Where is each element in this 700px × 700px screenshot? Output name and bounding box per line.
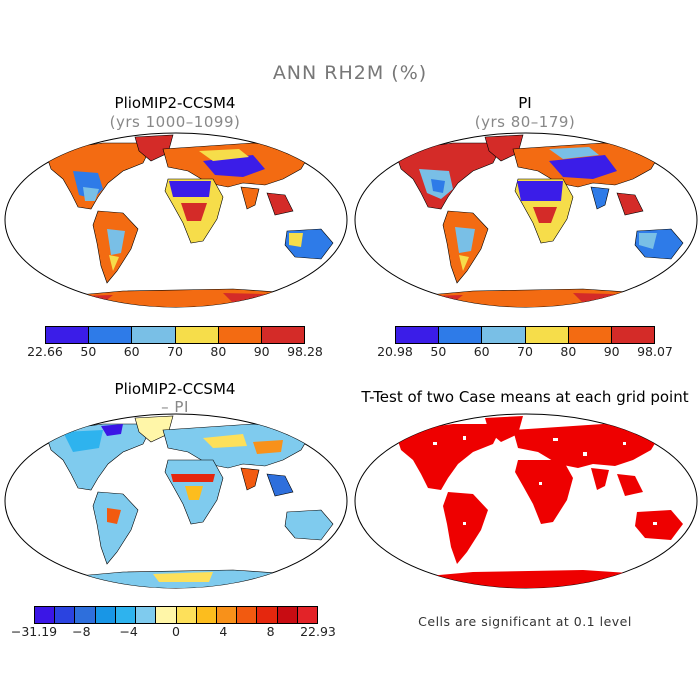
- colorbar-bl-ticks: −31.19 −8 −4 0 4 8 22.93: [11, 624, 336, 640]
- figure-title: ANN RH2M (%): [272, 62, 428, 84]
- map-tl: [3, 131, 349, 309]
- colorbar-tr: [395, 326, 655, 344]
- colorbar-swatch: [196, 607, 217, 623]
- colorbar-tick-label: 8: [266, 624, 275, 639]
- colorbar-tick-label: 98.07: [637, 344, 673, 359]
- colorbar-tick-label: 98.28: [287, 344, 323, 359]
- panel-bl-subtitle: – PI: [161, 398, 189, 416]
- colorbar-swatch: [396, 327, 440, 343]
- map-br: [353, 412, 699, 590]
- colorbar-tick-label: 20.98: [377, 344, 413, 359]
- colorbar-swatch: [132, 327, 176, 343]
- colorbar-tick-label: 80: [210, 344, 227, 359]
- colorbar-tick-label: −31.19: [10, 624, 58, 639]
- colorbar-swatch: [156, 607, 177, 623]
- colorbar-swatch: [136, 607, 157, 623]
- colorbar-swatch: [482, 327, 526, 343]
- colorbar-swatch: [218, 327, 262, 343]
- colorbar-swatch: [115, 607, 137, 623]
- panel-bl-title: PlioMIP2-CCSM4: [114, 380, 236, 398]
- colorbar-tick-label: 60: [123, 344, 140, 359]
- colorbar-swatch: [237, 607, 258, 623]
- colorbar-tick-label: 60: [473, 344, 490, 359]
- colorbar-tick-label: −8: [72, 624, 91, 639]
- colorbar-swatch: [75, 607, 96, 623]
- colorbar-tl: [45, 326, 305, 344]
- panel-tr-title: PI: [518, 94, 532, 112]
- colorbar-tick-label: 22.66: [27, 344, 63, 359]
- significance-note: Cells are significant at 0.1 level: [418, 614, 632, 629]
- colorbar-swatch: [257, 607, 278, 623]
- colorbar-swatch: [277, 607, 298, 623]
- colorbar-swatch: [611, 327, 655, 343]
- colorbar-tl-swatches: [45, 326, 305, 344]
- colorbar-tick-label: 90: [603, 344, 620, 359]
- colorbar-swatch: [297, 607, 318, 623]
- colorbar-tick-label: 50: [430, 344, 447, 359]
- colorbar-tick-label: 22.93: [300, 624, 336, 639]
- colorbar-tick-label: 80: [560, 344, 577, 359]
- panel-tl-subtitle: (yrs 1000–1099): [109, 113, 241, 131]
- colorbar-swatch: [55, 607, 76, 623]
- colorbar-tick-label: 90: [253, 344, 270, 359]
- colorbar-tr-swatches: [395, 326, 655, 344]
- colorbar-tick-label: 50: [80, 344, 97, 359]
- colorbar-tl-ticks: 22.66 50 60 70 80 90 98.28: [27, 344, 323, 360]
- colorbar-tick-label: 0: [172, 624, 180, 639]
- colorbar-swatch: [261, 327, 305, 343]
- colorbar-swatch: [439, 327, 483, 343]
- colorbar-bl: [34, 606, 318, 624]
- colorbar-tr-ticks: 20.98 50 60 70 80 90 98.07: [377, 344, 673, 360]
- colorbar-swatch: [525, 327, 569, 343]
- colorbar-tick-label: 70: [167, 344, 183, 359]
- colorbar-bl-swatches: [34, 606, 318, 624]
- panel-tl-title: PlioMIP2-CCSM4: [114, 94, 236, 112]
- panel-br-title: T-Test of two Case means at each grid po…: [361, 388, 689, 406]
- colorbar-tick-label: −4: [119, 624, 138, 639]
- colorbar-tick-label: 70: [517, 344, 533, 359]
- colorbar-swatch: [89, 327, 133, 343]
- panel-tr-subtitle: (yrs 80–179): [474, 113, 576, 131]
- colorbar-tick-label: 4: [219, 624, 228, 639]
- colorbar-swatch: [95, 607, 116, 623]
- map-tr: [353, 131, 699, 309]
- map-bl: [3, 412, 349, 590]
- colorbar-swatch: [568, 327, 612, 343]
- colorbar-swatch: [175, 327, 219, 343]
- colorbar-swatch: [35, 607, 56, 623]
- colorbar-swatch: [46, 327, 90, 343]
- colorbar-swatch: [216, 607, 238, 623]
- colorbar-swatch: [176, 607, 197, 623]
